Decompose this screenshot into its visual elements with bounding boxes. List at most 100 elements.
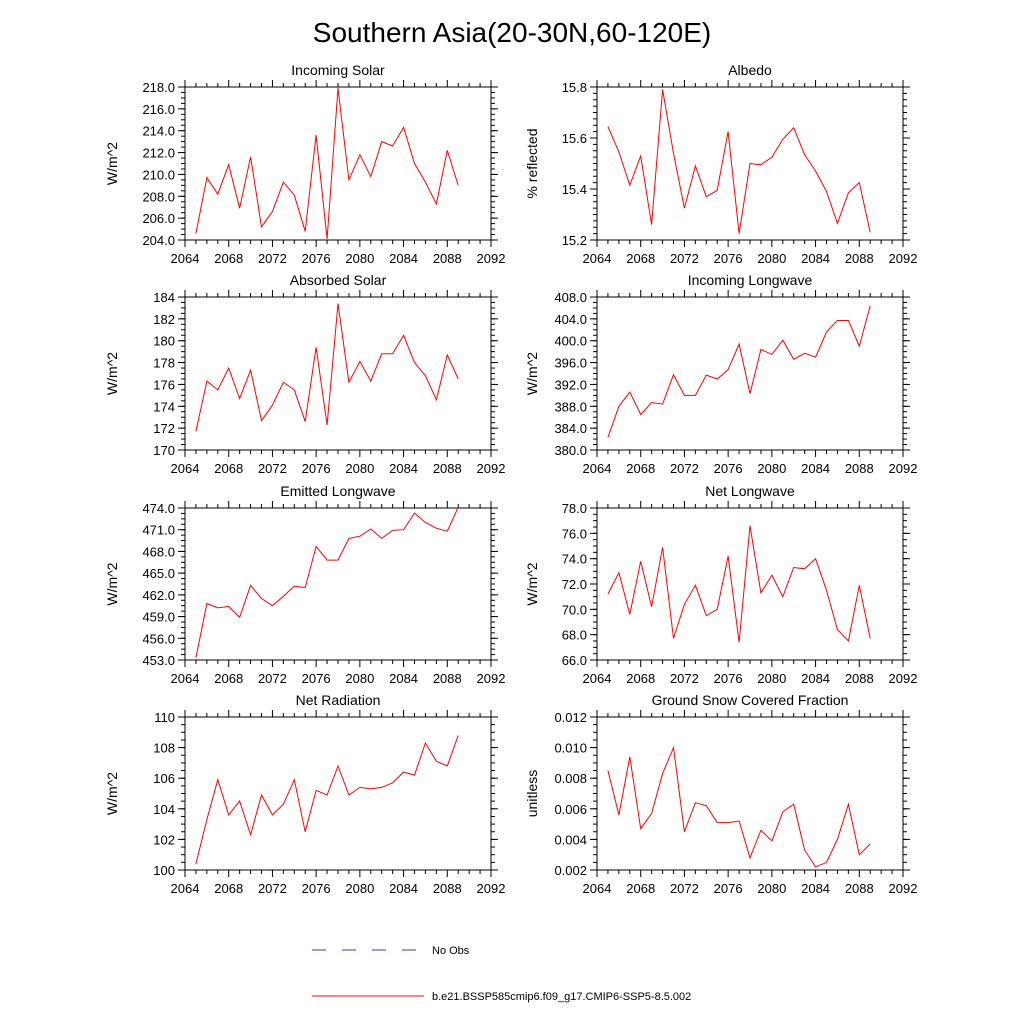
x-tick-label: 2072	[258, 251, 287, 266]
panel-incoming-longwave: 2064 2068 2072 2076 2080 2084 2088 2092 380.0 384…	[524, 272, 917, 476]
x-tick-label: 2068	[214, 881, 243, 896]
y-tick-label: 216.0	[142, 102, 175, 117]
y-tick-label: 465.0	[142, 566, 175, 581]
panel-net-longwave: 2064 2068 2072 2076 2080 2084 2088 2092 66.0 68.0…	[524, 483, 917, 686]
y-tick-label: 70.0	[562, 602, 587, 617]
x-tick-label: 2072	[258, 461, 287, 476]
x-tick-label: 2080	[345, 881, 374, 896]
x-tick-label: 2068	[626, 671, 655, 686]
x-tick-label: 2084	[389, 461, 418, 476]
y-tick-label: 106	[153, 771, 175, 786]
x-tick-label: 2084	[389, 671, 418, 686]
panel-net-radiation: 2064 2068 2072 2076 2080 2084 2088 2092 100 102 10…	[104, 692, 505, 896]
x-tick-label: 2068	[214, 461, 243, 476]
x-tick-label: 2088	[845, 461, 874, 476]
x-tick-label: 2084	[801, 881, 830, 896]
x-tick-label: 2064	[583, 671, 612, 686]
panel-incoming-solar-series-line-0	[195, 88, 459, 239]
y-tick-label: 204.0	[142, 233, 175, 248]
x-tick-label: 2064	[583, 461, 612, 476]
y-tick-label: 468.0	[142, 544, 175, 559]
x-tick-label: 2088	[845, 671, 874, 686]
panel-incoming-longwave-frame	[596, 296, 904, 451]
panel-incoming-solar-ylabel: W/m^2	[104, 142, 120, 185]
y-tick-label: 184	[153, 290, 175, 305]
x-tick-label: 2064	[171, 881, 200, 896]
x-tick-label: 2092	[889, 461, 918, 476]
panel-albedo-ylabel: % reflected	[524, 128, 540, 198]
panel-absorbed-solar-title: Absorbed Solar	[290, 272, 387, 288]
y-tick-label: 0.010	[554, 741, 587, 756]
x-tick-label: 2088	[433, 461, 462, 476]
legend: No Obs b.e21.BSSP585cmip6.f09_g17.CMIP6-…	[312, 945, 691, 1003]
x-tick-label: 2068	[214, 251, 243, 266]
panel-ground-snow-covered-fraction-frame	[596, 716, 904, 871]
panel-incoming-solar-title: Incoming Solar	[291, 62, 385, 78]
x-tick-label: 2080	[345, 671, 374, 686]
x-tick-label: 2076	[714, 251, 743, 266]
x-tick-label: 2092	[477, 251, 506, 266]
x-tick-label: 2068	[626, 251, 655, 266]
y-tick-label: 182	[153, 312, 175, 327]
x-tick-label: 2092	[889, 251, 918, 266]
x-tick-label: 2088	[845, 251, 874, 266]
x-tick-label: 2080	[345, 251, 374, 266]
panel-emitted-longwave: 2064 2068 2072 2076 2080 2084 2088 2092 453.0 456…	[104, 483, 505, 686]
y-tick-label: 380.0	[554, 443, 587, 458]
x-tick-label: 2072	[258, 671, 287, 686]
x-tick-label: 2080	[757, 671, 786, 686]
y-tick-label: 15.4	[562, 182, 587, 197]
x-tick-label: 2080	[757, 881, 786, 896]
x-tick-label: 2080	[757, 251, 786, 266]
panel-net-radiation-title: Net Radiation	[296, 692, 381, 708]
y-tick-label: 0.008	[554, 771, 587, 786]
x-tick-label: 2076	[302, 671, 331, 686]
x-tick-label: 2084	[389, 881, 418, 896]
y-tick-label: 212.0	[142, 146, 175, 161]
panel-incoming-longwave-ylabel: W/m^2	[524, 352, 540, 395]
y-tick-label: 214.0	[142, 124, 175, 139]
x-tick-label: 2076	[714, 671, 743, 686]
x-tick-label: 2080	[757, 461, 786, 476]
x-tick-label: 2092	[477, 881, 506, 896]
x-tick-label: 2080	[345, 461, 374, 476]
y-tick-label: 453.0	[142, 653, 175, 668]
y-tick-label: 68.0	[562, 628, 587, 643]
y-tick-label: 15.8	[562, 80, 587, 95]
legend-obs-label: No Obs	[432, 945, 470, 957]
x-tick-label: 2072	[670, 671, 699, 686]
x-tick-label: 2092	[477, 671, 506, 686]
y-tick-label: 459.0	[142, 610, 175, 625]
y-tick-label: 176	[153, 377, 175, 392]
y-tick-label: 74.0	[562, 552, 587, 567]
x-tick-label: 2088	[433, 671, 462, 686]
y-tick-label: 174	[153, 399, 175, 414]
legend-model-label: b.e21.BSSP585cmip6.f09_g17.CMIP6-SSP5-8.…	[432, 991, 691, 1003]
x-tick-label: 2092	[889, 671, 918, 686]
panel-net-radiation-frame	[184, 716, 492, 871]
panel-ground-snow-covered-fraction-series-line-0	[607, 745, 871, 868]
x-tick-label: 2084	[801, 251, 830, 266]
y-tick-label: 178	[153, 356, 175, 371]
x-tick-label: 2092	[889, 881, 918, 896]
y-tick-label: 396.0	[554, 356, 587, 371]
panel-emitted-longwave-series-line-0	[195, 507, 459, 658]
y-tick-label: 72.0	[562, 577, 587, 592]
x-tick-label: 2084	[801, 461, 830, 476]
x-tick-label: 2076	[714, 461, 743, 476]
panels: 2064 2068 2072 2076 2080 2084 2088 2092 204.0 206…	[104, 62, 917, 896]
panel-ground-snow-covered-fraction: 2064 2068 2072 2076 2080 2084 2088 2092 0.002 0.0…	[524, 692, 917, 896]
figure-title: Southern Asia(20-30N,60-120E)	[313, 17, 711, 48]
x-tick-label: 2068	[626, 881, 655, 896]
panel-emitted-longwave-title: Emitted Longwave	[280, 483, 395, 499]
y-tick-label: 392.0	[554, 377, 587, 392]
panel-net-longwave-series-line-0	[607, 525, 871, 643]
panel-emitted-longwave-ylabel: W/m^2	[104, 562, 120, 605]
x-tick-label: 2064	[171, 251, 200, 266]
y-tick-label: 100	[153, 863, 175, 878]
y-tick-label: 0.012	[554, 710, 587, 725]
x-tick-label: 2064	[583, 881, 612, 896]
y-tick-label: 0.002	[554, 863, 587, 878]
y-tick-label: 206.0	[142, 211, 175, 226]
